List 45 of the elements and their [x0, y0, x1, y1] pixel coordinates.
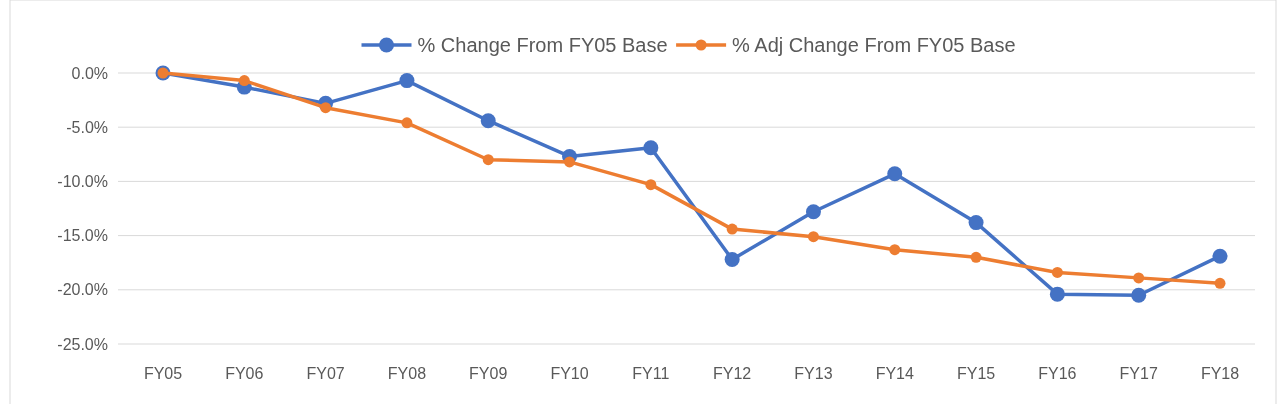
x-tick-label: FY10 [550, 365, 589, 382]
x-tick-label: FY13 [794, 365, 833, 382]
point [1049, 286, 1065, 302]
point [645, 179, 657, 191]
y-tick-label: -15.0% [57, 227, 108, 245]
y-tick-label: -5.0% [66, 118, 108, 136]
point [970, 251, 982, 263]
point [887, 166, 903, 182]
x-tick-label: FY11 [632, 365, 670, 382]
x-tick-label: FY16 [1038, 365, 1077, 382]
x-tick-label: FY06 [225, 365, 264, 382]
legend-label: % Change From FY05 Base [417, 34, 668, 56]
point [643, 140, 659, 156]
point [1051, 266, 1063, 278]
x-tick-label: FY09 [469, 365, 508, 382]
point [399, 73, 415, 89]
x-tick-label: FY08 [387, 365, 427, 382]
x-tick-label: FY05 [143, 365, 183, 382]
y-tick-label: -20.0% [57, 281, 108, 299]
point [968, 215, 984, 231]
point [320, 102, 332, 114]
x-tick-label: FY14 [875, 365, 914, 382]
point [482, 154, 494, 166]
point [1131, 287, 1147, 303]
point [724, 251, 740, 267]
point [1214, 277, 1226, 289]
point [564, 156, 576, 168]
x-tick-label: FY18 [1200, 365, 1240, 382]
x-tick-label: FY17 [1119, 365, 1158, 382]
point [807, 231, 819, 243]
point [480, 113, 496, 129]
point [1212, 248, 1228, 264]
point [238, 75, 250, 87]
y-tick-label: -10.0% [57, 173, 108, 190]
y-tick-label: 0.0% [71, 64, 108, 82]
x-tick-label: FY07 [306, 365, 345, 382]
legend-label: % Adj Change From FY05 Base [732, 34, 1016, 56]
x-tick-label: FY15 [956, 365, 996, 382]
point [401, 117, 413, 129]
y-tick-label: -25.0% [57, 335, 108, 353]
point [726, 223, 738, 235]
x-tick-label: FY12 [713, 365, 752, 382]
point [805, 204, 821, 220]
point [1133, 272, 1145, 284]
point [889, 244, 901, 256]
